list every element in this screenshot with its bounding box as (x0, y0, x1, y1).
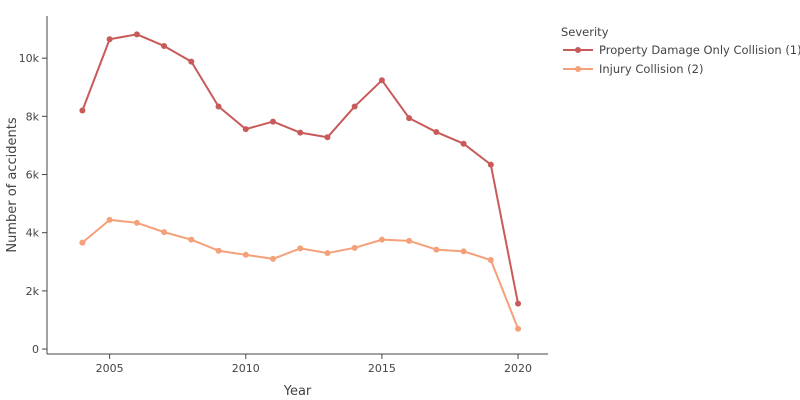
x-axis-title: Year (283, 384, 312, 399)
data-point[interactable] (433, 246, 440, 253)
data-point[interactable] (487, 257, 494, 264)
data-point[interactable] (269, 255, 276, 262)
legend-label: Injury Collision (2) (599, 62, 703, 76)
legend-swatch-marker (575, 47, 581, 53)
data-point[interactable] (133, 31, 140, 38)
data-point[interactable] (324, 134, 331, 141)
y-axis: 0 2k 4k 6k 8k 10k (19, 52, 47, 356)
data-point[interactable] (487, 161, 494, 168)
data-point[interactable] (406, 115, 413, 122)
y-axis-title: Number of accidents (5, 117, 20, 252)
series-2 (79, 216, 522, 332)
data-point[interactable] (106, 36, 113, 43)
legend-item[interactable]: Injury Collision (2) (563, 62, 703, 76)
data-point[interactable] (324, 250, 331, 257)
data-point[interactable] (133, 219, 140, 226)
data-point[interactable] (79, 107, 86, 114)
y-tick-label: 10k (19, 52, 40, 65)
data-point[interactable] (297, 245, 304, 252)
legend-items[interactable]: Property Damage Only Collision (1) Injury… (563, 43, 800, 76)
data-point[interactable] (161, 229, 168, 236)
data-point[interactable] (242, 126, 249, 133)
legend-title: Severity (561, 25, 609, 39)
data-point[interactable] (351, 103, 358, 110)
data-point[interactable] (460, 140, 467, 147)
y-tick-label: 6k (26, 169, 40, 182)
data-point[interactable] (297, 129, 304, 136)
data-point[interactable] (79, 239, 86, 246)
data-point[interactable] (433, 129, 440, 136)
series-line (81, 33, 520, 304)
series-line (81, 218, 519, 330)
data-point[interactable] (351, 244, 358, 251)
data-point[interactable] (161, 42, 168, 49)
x-tick-label: 2020 (504, 362, 532, 375)
data-point[interactable] (269, 118, 276, 125)
x-tick-label: 2005 (96, 362, 124, 375)
data-point[interactable] (460, 248, 467, 255)
y-tick-label: 8k (26, 110, 40, 123)
data-point[interactable] (188, 58, 195, 65)
data-point[interactable] (188, 236, 195, 243)
series-1 (79, 31, 522, 307)
x-tick-label: 2010 (232, 362, 260, 375)
x-tick-label: 2015 (368, 362, 396, 375)
data-point[interactable] (378, 236, 385, 243)
legend-swatch-marker (575, 66, 581, 72)
legend-label: Property Damage Only Collision (1) (599, 43, 800, 57)
plot-series (79, 31, 522, 332)
y-tick-label: 4k (26, 227, 40, 240)
data-point[interactable] (515, 300, 522, 307)
data-point[interactable] (515, 325, 522, 332)
data-point[interactable] (215, 103, 222, 110)
data-point[interactable] (215, 247, 222, 254)
x-axis: 2005 2010 2015 2020 (96, 354, 532, 375)
data-point[interactable] (242, 251, 249, 258)
data-point[interactable] (406, 237, 413, 244)
data-point[interactable] (106, 216, 113, 223)
y-tick-label: 0 (32, 343, 39, 356)
data-point[interactable] (378, 77, 385, 84)
legend[interactable]: Severity Property Damage Only Collision … (561, 25, 800, 76)
legend-item[interactable]: Property Damage Only Collision (1) (563, 43, 800, 57)
y-tick-label: 2k (26, 285, 40, 298)
